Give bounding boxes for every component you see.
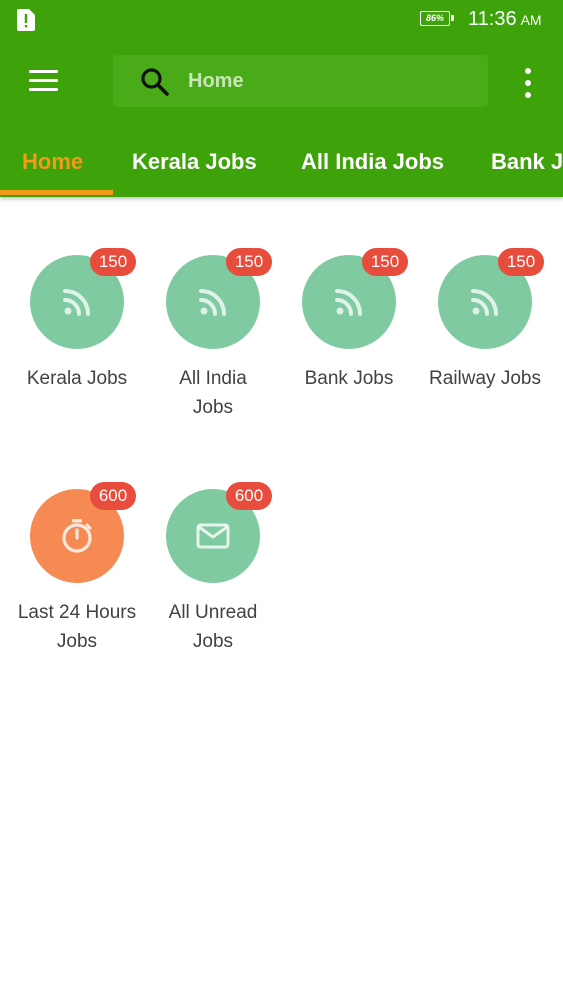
more-vertical-icon[interactable] xyxy=(513,66,543,100)
hamburger-menu-icon[interactable] xyxy=(22,60,66,104)
category-label: Last 24 Hours Jobs xyxy=(17,602,137,652)
tab-kerala-jobs[interactable]: Kerala Jobs xyxy=(132,149,257,174)
search-input[interactable] xyxy=(188,55,468,107)
rss-feed-icon xyxy=(63,289,90,316)
tab-bar: Home Kerala Jobs All India Jobs Bank Job… xyxy=(0,124,563,197)
sim-alert-icon xyxy=(17,9,35,31)
active-tab-indicator xyxy=(0,190,113,195)
clock-time: 11:36 xyxy=(468,8,517,30)
count-badge: 150 xyxy=(226,248,272,276)
category-label: Railway Jobs xyxy=(429,368,541,389)
count-badge: 600 xyxy=(90,482,136,510)
status-clock: 11:36 AM xyxy=(468,8,542,31)
tab-all-india-jobs[interactable]: All India Jobs xyxy=(301,149,445,174)
search-icon[interactable] xyxy=(139,66,171,98)
count-badge: 600 xyxy=(226,482,272,510)
category-label: Kerala Jobs xyxy=(26,368,128,389)
mail-icon xyxy=(196,523,230,549)
count-badge: 150 xyxy=(498,248,544,276)
rss-feed-icon xyxy=(335,289,362,316)
rss-feed-icon xyxy=(199,289,226,316)
category-label: Bank Jobs xyxy=(304,368,394,389)
count-badge: 150 xyxy=(362,248,408,276)
stopwatch-icon xyxy=(62,519,92,553)
search-box[interactable] xyxy=(113,55,488,107)
category-label: All India Jobs xyxy=(179,368,247,418)
clock-ampm: AM xyxy=(520,12,542,28)
rss-feed-icon xyxy=(471,289,498,316)
tab-bank-jobs[interactable]: Bank Jobs xyxy=(491,149,563,174)
count-badge: 150 xyxy=(90,248,136,276)
status-bar: 86% 11:36 AM xyxy=(0,0,563,40)
battery-indicator: 86% xyxy=(420,11,454,26)
toolbar xyxy=(0,40,563,124)
category-label: All Unread Jobs xyxy=(168,602,258,652)
tab-home[interactable]: Home xyxy=(22,149,84,174)
